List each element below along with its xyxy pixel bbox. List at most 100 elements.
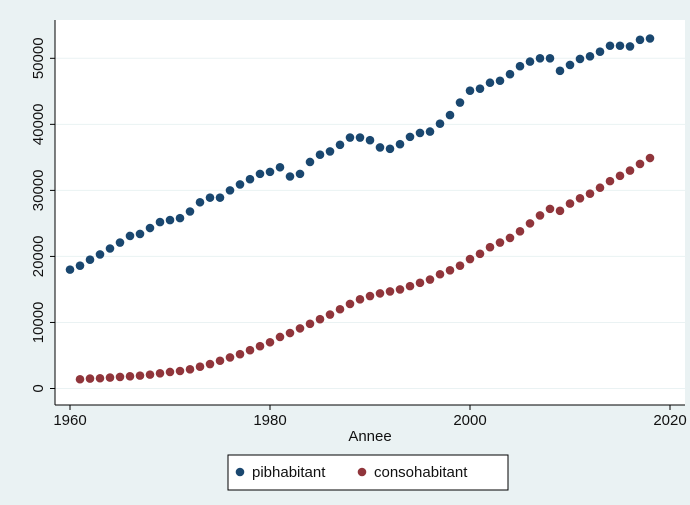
point — [435, 119, 445, 128]
point — [95, 373, 105, 383]
x-tick-label: 2020 — [653, 412, 686, 429]
point — [495, 76, 505, 86]
point — [645, 34, 655, 43]
point — [485, 242, 495, 252]
point — [405, 281, 415, 291]
point — [265, 337, 275, 347]
point — [215, 356, 225, 366]
point — [565, 60, 575, 70]
point — [155, 369, 165, 378]
point — [135, 229, 145, 239]
point — [595, 47, 605, 56]
point — [625, 166, 635, 175]
point — [205, 359, 215, 369]
point — [185, 365, 195, 374]
legend-label: consohabitant — [374, 464, 468, 481]
point — [455, 98, 465, 107]
point — [165, 215, 175, 225]
point — [365, 135, 375, 145]
point — [95, 250, 105, 259]
point — [195, 197, 205, 207]
x-tick-label: 1960 — [53, 412, 86, 429]
point — [355, 133, 365, 142]
point — [615, 41, 625, 51]
point — [335, 304, 345, 314]
point — [235, 349, 245, 359]
legend-marker — [235, 467, 245, 477]
point — [485, 78, 495, 88]
point — [605, 41, 615, 51]
point — [275, 162, 285, 172]
point — [65, 265, 75, 274]
point — [495, 238, 505, 247]
point — [545, 54, 555, 63]
y-tick-label: 10000 — [30, 302, 47, 344]
point — [155, 217, 165, 227]
point — [585, 52, 595, 61]
point — [85, 374, 95, 383]
point — [145, 223, 155, 233]
point — [585, 189, 595, 198]
point — [75, 261, 85, 270]
plot-area — [55, 20, 685, 405]
legend-box — [227, 454, 509, 491]
point — [595, 183, 605, 193]
point — [415, 278, 425, 288]
point — [575, 194, 585, 203]
point — [345, 133, 355, 142]
point — [265, 167, 275, 177]
point — [225, 186, 235, 195]
point — [235, 180, 245, 189]
point — [415, 128, 425, 138]
point — [255, 169, 265, 179]
point — [445, 110, 455, 120]
point — [605, 176, 615, 186]
point — [195, 362, 205, 371]
legend-label: pibhabitant — [252, 464, 326, 481]
x-tick-label: 2000 — [453, 412, 486, 429]
point — [215, 193, 225, 202]
point — [405, 132, 415, 142]
point — [385, 287, 395, 296]
point — [275, 332, 285, 342]
point — [475, 84, 485, 93]
point — [285, 172, 295, 181]
point — [125, 231, 135, 241]
point — [165, 367, 175, 377]
point — [175, 213, 185, 223]
x-axis-title: Annee — [348, 428, 391, 445]
point — [535, 211, 545, 220]
point — [615, 171, 625, 181]
y-tick-label: 30000 — [30, 170, 47, 212]
point — [395, 139, 405, 149]
point — [525, 219, 535, 228]
point — [395, 285, 405, 294]
point — [375, 143, 385, 152]
point — [645, 153, 655, 163]
point — [365, 291, 375, 301]
point — [245, 174, 255, 184]
point — [565, 199, 575, 208]
point — [295, 169, 305, 179]
point — [425, 127, 435, 136]
y-tick-label: 50000 — [30, 37, 47, 79]
y-tick-label: 0 — [30, 384, 47, 392]
point — [225, 353, 235, 362]
point — [145, 370, 155, 379]
point — [285, 328, 295, 338]
point — [555, 206, 565, 216]
point — [385, 144, 395, 154]
point — [515, 227, 525, 236]
x-tick-label: 1980 — [253, 412, 286, 429]
point — [135, 371, 145, 380]
point — [445, 265, 455, 275]
point — [325, 147, 335, 156]
point — [245, 345, 255, 355]
point — [455, 261, 465, 270]
point — [635, 35, 645, 45]
point — [505, 69, 515, 79]
legend-marker — [357, 467, 367, 477]
y-tick-label: 40000 — [30, 103, 47, 145]
point — [515, 61, 525, 71]
